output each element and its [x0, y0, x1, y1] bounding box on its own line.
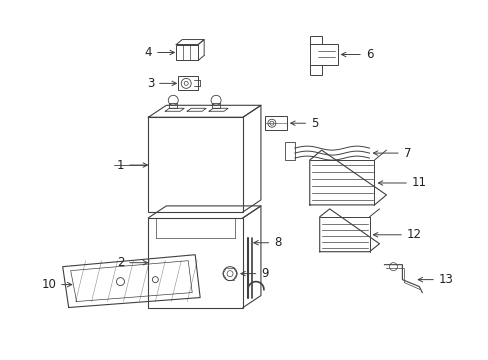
Text: 8: 8: [253, 236, 281, 249]
Bar: [309, 36, 321, 44]
Text: 2: 2: [117, 256, 147, 269]
Bar: [176, 45, 198, 60]
Text: 13: 13: [417, 273, 453, 286]
Text: 5: 5: [290, 117, 318, 130]
FancyBboxPatch shape: [178, 76, 198, 90]
FancyBboxPatch shape: [212, 103, 220, 108]
Text: 11: 11: [378, 176, 426, 189]
Text: 10: 10: [41, 278, 72, 291]
Text: 6: 6: [341, 48, 372, 61]
Text: 9: 9: [241, 267, 268, 280]
Bar: [309, 66, 321, 75]
Bar: [148, 117, 243, 212]
Bar: [285, 142, 294, 160]
FancyBboxPatch shape: [169, 103, 177, 108]
Text: 7: 7: [373, 147, 410, 159]
Text: 3: 3: [146, 77, 176, 90]
Text: 12: 12: [373, 228, 421, 241]
Text: 4: 4: [144, 46, 174, 59]
Bar: [264, 116, 286, 130]
Bar: [148, 218, 243, 307]
Bar: [309, 44, 337, 66]
Text: 1: 1: [117, 158, 147, 172]
